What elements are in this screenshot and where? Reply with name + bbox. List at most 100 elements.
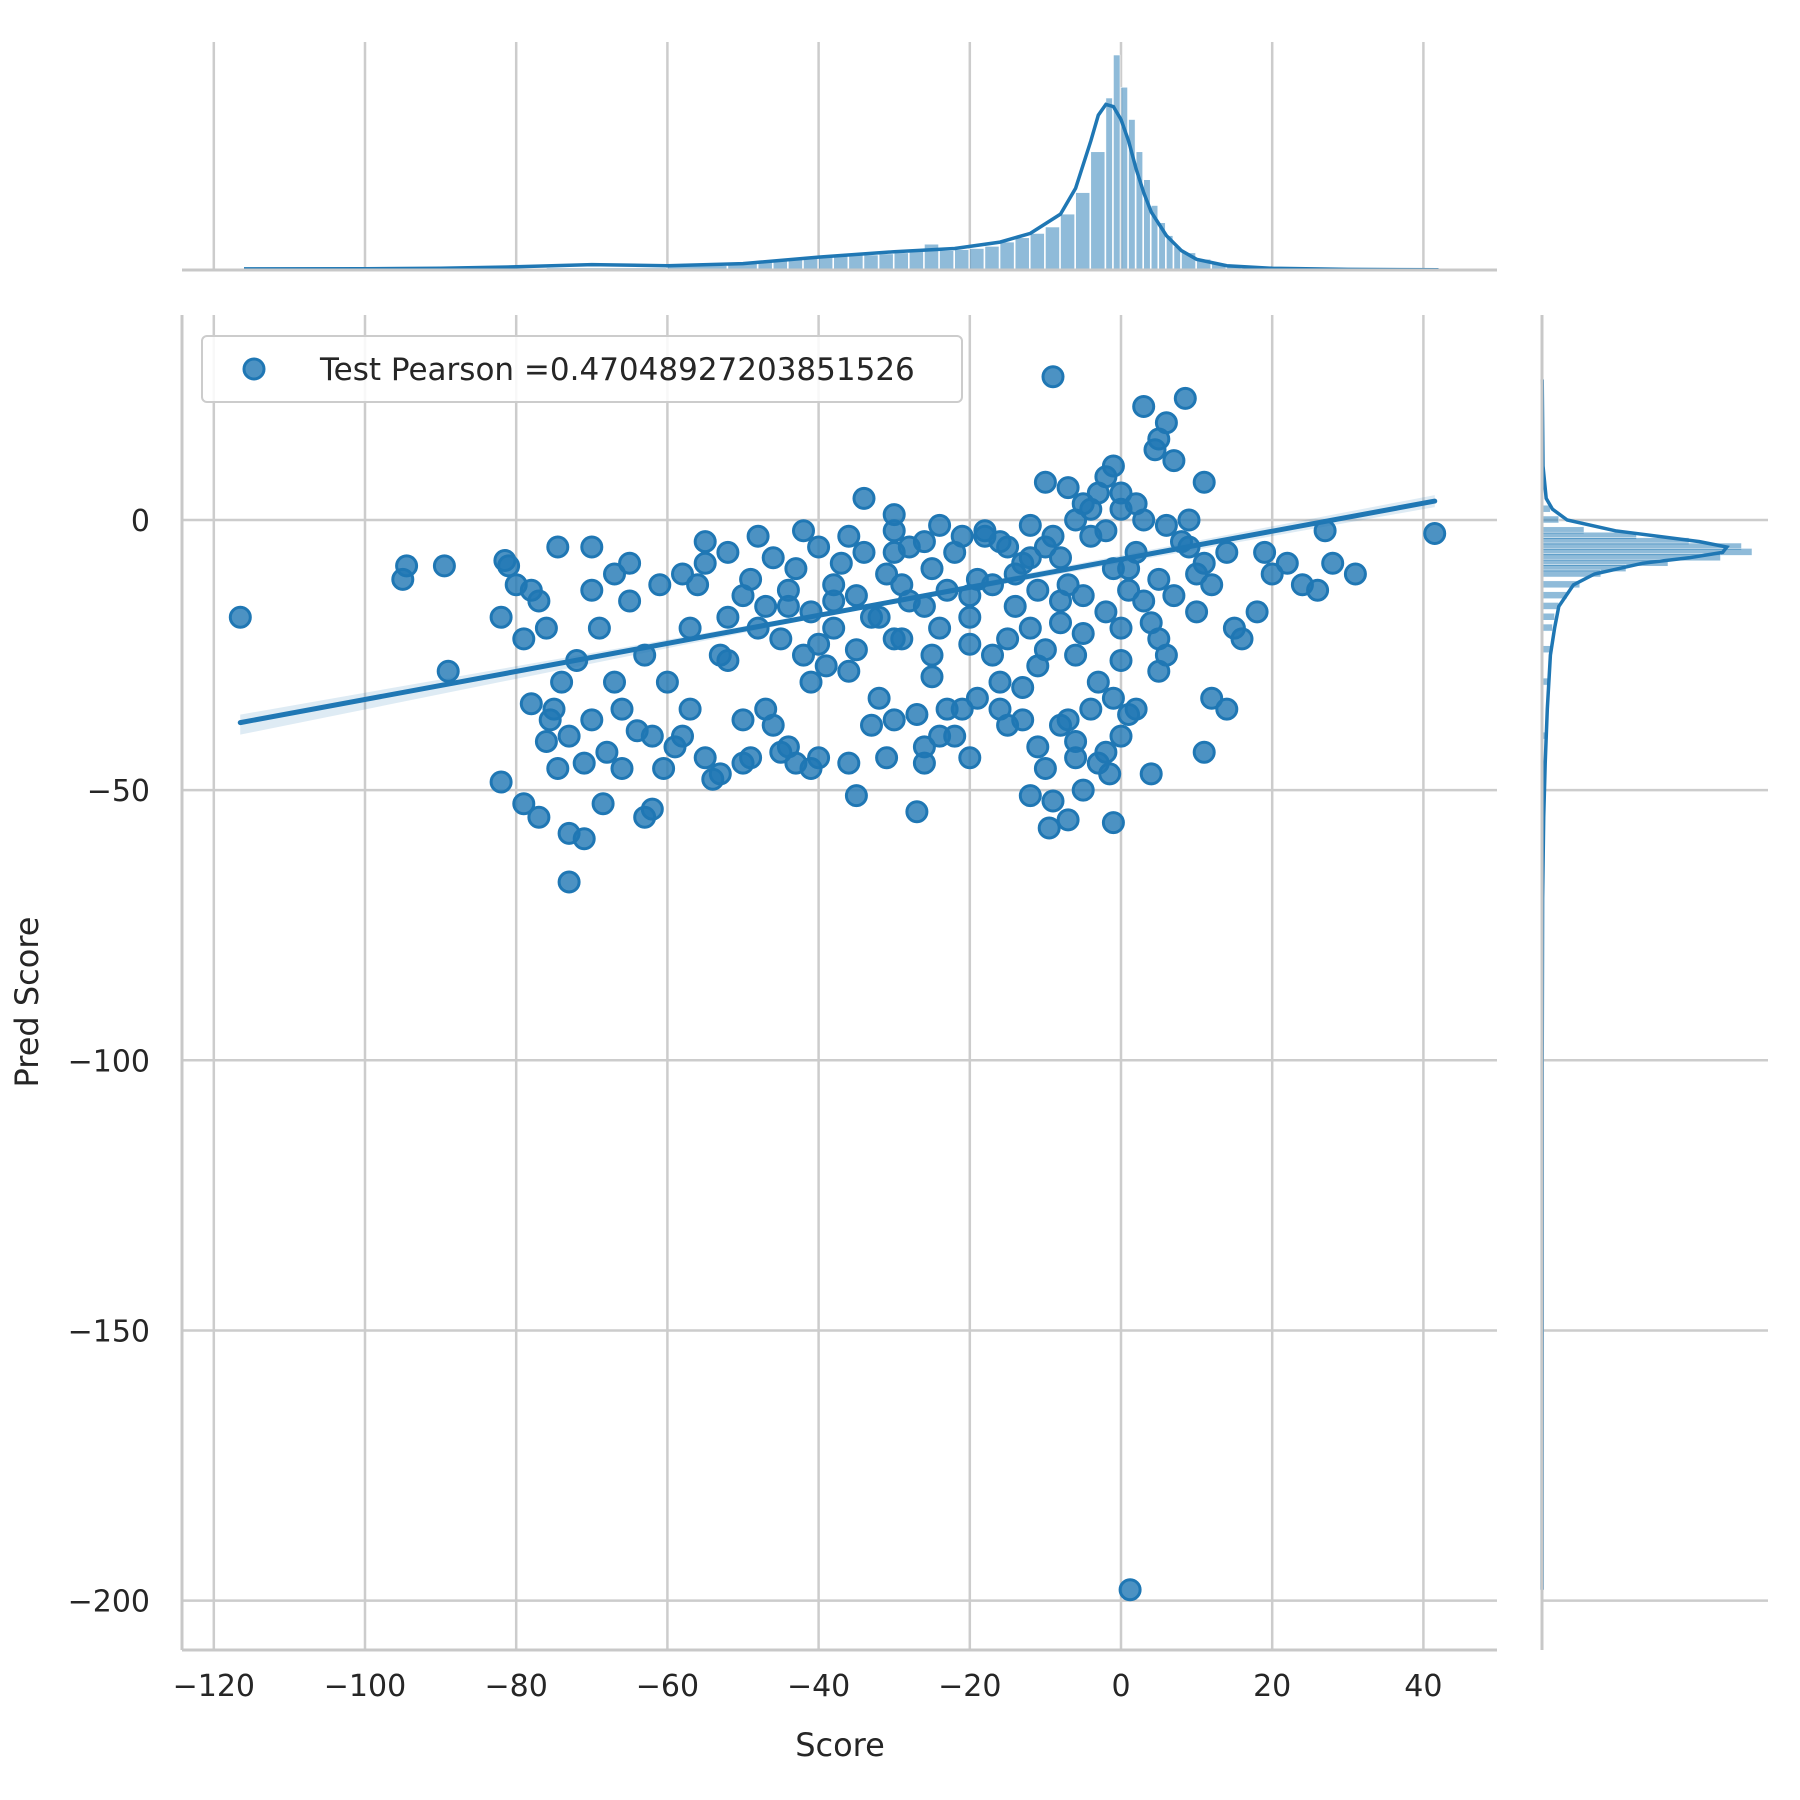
scatter-point [890,573,914,597]
scatter-point [395,554,419,578]
scatter-point [1245,600,1269,624]
scatter-point [693,530,717,554]
scatter-point [928,724,952,748]
scatter-point [1275,551,1299,575]
scatter-point [1200,573,1224,597]
scatter-point [542,697,566,721]
scatter-point [504,573,528,597]
scatter-point [527,589,551,613]
scatter-point [512,792,536,816]
scatter-point [1132,508,1156,532]
scatter-point [1086,670,1110,694]
scatter-point [519,692,543,716]
x-tick-labels: −120 −100 −80 −60 −40 −20 0 20 40 [173,1669,1443,1704]
scatter-point [1041,365,1065,389]
scatter-point [1098,762,1122,786]
top-histogram-bar [848,254,864,271]
scatter-point [1154,513,1178,537]
scatter-point [920,557,944,581]
scatter-point [988,670,1012,694]
scatter-point [1185,600,1209,624]
scatter-point [527,805,551,829]
scatter-point [822,616,846,640]
top-histogram-bar [1029,233,1045,271]
scatter-point [731,584,755,608]
scatter-point [610,697,634,721]
scatter-point [965,686,989,710]
y-axis-label: Pred Score [8,917,46,1088]
scatter-point [663,735,687,759]
y-tick-label: −50 [87,774,150,809]
scatter-point [1200,686,1224,710]
scatter-point [754,594,778,618]
scatter-point [1018,546,1042,570]
scatter-point [1056,808,1080,832]
scatter-point [671,562,694,586]
top-histogram-bar [954,249,970,271]
scatter-point [1154,411,1178,435]
scatter-point [882,708,906,732]
scatter-point [1162,449,1186,473]
scatter-point [912,735,936,759]
scatter-point [867,605,891,629]
scatter-point [875,746,899,770]
scatter-point [860,713,883,737]
scatter-point [852,486,876,510]
scatter-point [546,535,570,559]
scatter-point [1101,811,1125,835]
scatter-point [875,562,899,586]
scatter-point [739,746,763,770]
scatter-point [610,757,634,780]
scatter-point [1215,540,1239,564]
scatter-point [678,616,702,640]
scatter-point [708,643,732,667]
scatter-point [1064,730,1088,753]
scatter-point [776,735,800,759]
scatter-point [716,605,740,629]
scatter-point [693,551,717,575]
x-tick-label: −60 [636,1669,699,1704]
x-axis-label: Score [795,1726,885,1764]
scatter-point [1118,1578,1142,1602]
scatter-point [640,724,664,748]
scatter-point [1011,676,1035,699]
scatter-point [603,562,626,586]
scatter-point [1343,562,1367,586]
scatter-point [557,724,581,748]
scatter-point [1041,524,1065,548]
scatter-point [678,697,702,721]
scatter-point [489,605,513,629]
scatter-point [1162,584,1186,608]
scatter-point [228,605,252,629]
top-histogram-bar [909,251,924,271]
scatter-point [928,513,952,537]
scatter-point [996,627,1020,651]
scatter-point [799,670,823,694]
y-tick-label: 0 [131,504,150,539]
top-histogram-bar [1075,192,1091,271]
scatter-point [1147,567,1171,591]
scatter-point [912,530,936,554]
scatter-point [708,762,732,786]
scatter-point [693,746,717,770]
top-marginal-kde-line [243,102,1439,272]
scatter-point [1101,686,1125,710]
scatter-point [1049,611,1072,635]
top-histogram-bar [939,250,954,271]
scatter-point [618,551,642,575]
y-tick-label: −100 [68,1044,150,1079]
scatter-point [1117,703,1141,726]
scatter-point [512,627,536,651]
scatter-point [1147,659,1171,683]
scatter-point [761,546,785,570]
scatter-points [228,365,1447,1602]
scatter-point [882,627,906,651]
top-histogram-bar [1014,237,1030,271]
scatter-point [844,584,868,608]
scatter-point [1033,757,1057,780]
scatter-point [1071,492,1095,516]
top-histogram-bar [818,256,834,271]
scatter-point [769,627,793,651]
scatter-point [799,757,823,780]
